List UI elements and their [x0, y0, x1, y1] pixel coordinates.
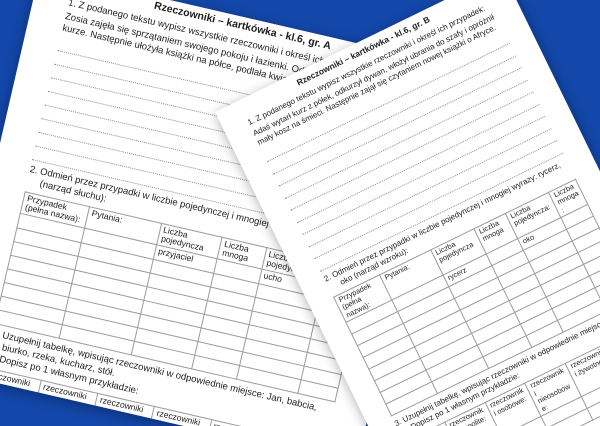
table-empty-cell — [0, 389, 37, 416]
table-empty-cell — [0, 402, 33, 426]
table-empty-cell — [29, 415, 90, 426]
table-empty-cell — [32, 402, 93, 426]
table-empty-cell — [89, 415, 150, 426]
